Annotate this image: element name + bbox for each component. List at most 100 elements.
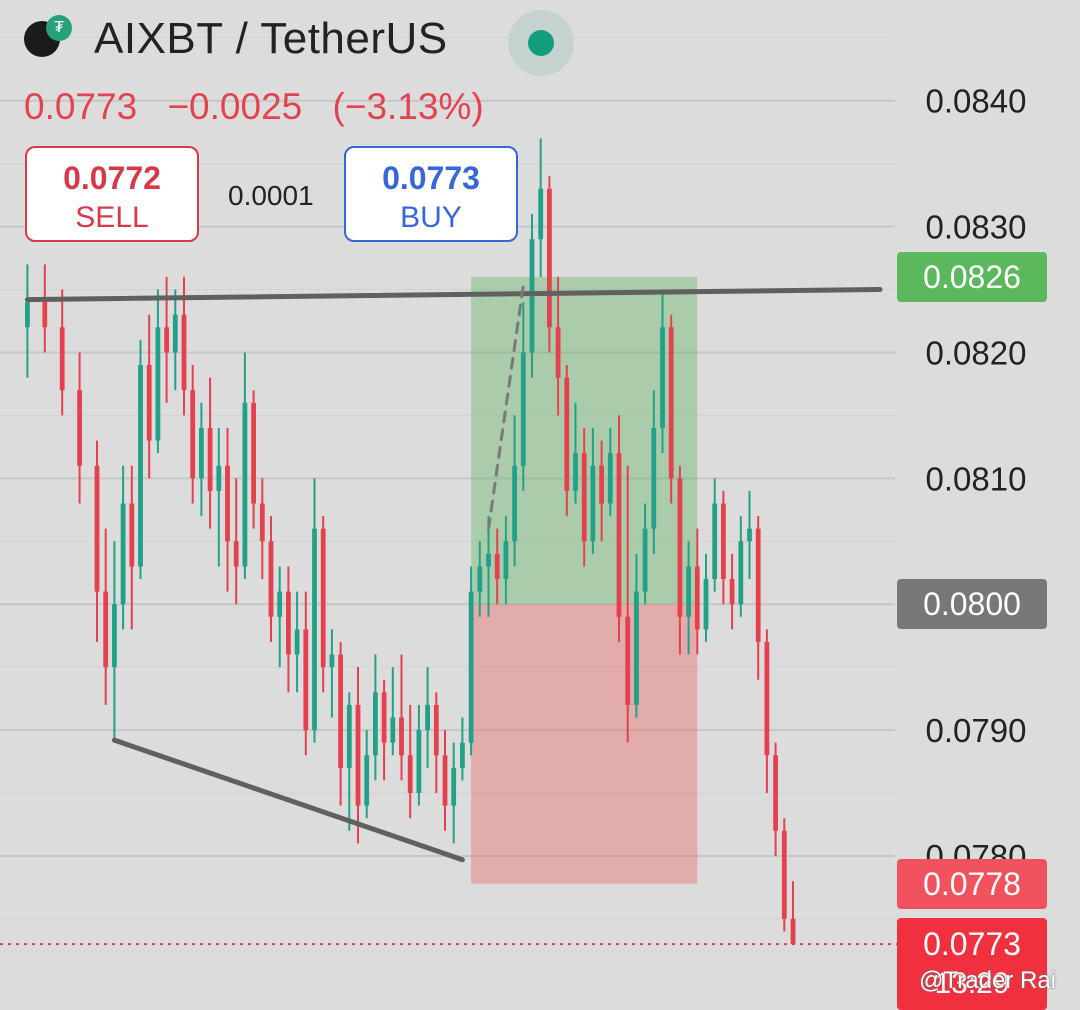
candle-body — [503, 541, 509, 580]
candle-body — [399, 717, 404, 756]
trend-lines — [0, 284, 897, 946]
symbol-header[interactable]: ₮ AIXBT / TetherUS — [24, 14, 448, 64]
stop-loss-tag[interactable]: 0.0778 — [897, 858, 1047, 909]
sell-button[interactable]: 0.0772 SELL — [25, 146, 199, 242]
candle-body — [738, 541, 744, 605]
candle-body — [694, 566, 700, 630]
candle-body — [329, 654, 335, 668]
candle-body — [164, 327, 169, 353]
entry-tag[interactable]: 0.0800 — [897, 579, 1047, 630]
candle-body — [686, 566, 691, 617]
candle-body — [172, 314, 178, 353]
candle-body — [451, 767, 457, 806]
candle-body — [312, 528, 317, 731]
candle-body — [390, 717, 396, 743]
last-price-tag[interactable]: 0.0773 13:29 — [897, 918, 1047, 1010]
candle-body — [146, 365, 152, 441]
candle-body — [225, 465, 230, 542]
candle-body — [129, 503, 135, 567]
candle-body — [251, 402, 256, 504]
candle-body — [677, 478, 683, 617]
buy-label: BUY — [400, 201, 462, 234]
candle-body — [486, 553, 491, 567]
candle-body — [494, 553, 500, 580]
candle-body — [216, 465, 222, 491]
candle-body — [277, 591, 283, 617]
candle-body — [59, 327, 65, 391]
price-tick-label: 0.0810 — [926, 460, 1027, 497]
candle-body — [303, 629, 309, 731]
candle-body — [181, 314, 187, 391]
price-axis[interactable]: 0.08400.08300.08200.08100.08000.07900.07… — [926, 83, 1027, 875]
support-line — [111, 737, 465, 863]
watermark: @Trader Rai — [919, 967, 1056, 994]
candle-body — [112, 604, 117, 668]
candle-body — [555, 327, 561, 378]
candle-body — [155, 327, 161, 441]
candle-body — [790, 918, 796, 945]
candle-body — [442, 755, 448, 806]
aixbt-logo-icon: ₮ — [24, 15, 72, 57]
candle-body — [634, 591, 639, 705]
candle-body — [320, 528, 326, 668]
price-change: 0.0773 −0.0025 (−3.13%) — [24, 86, 484, 128]
candle-body — [625, 616, 631, 705]
candle-body — [599, 465, 604, 504]
candle-body — [259, 503, 265, 542]
candle-body — [573, 453, 578, 491]
pair-title[interactable]: AIXBT / TetherUS — [94, 14, 448, 63]
candle-body — [538, 188, 544, 240]
candle-body — [425, 704, 430, 731]
change-pct: (−3.13%) — [332, 86, 484, 127]
sell-label: SELL — [75, 201, 149, 234]
candle-body — [120, 503, 126, 605]
candle-body — [712, 503, 718, 580]
candle-body — [755, 528, 761, 642]
candle-body — [190, 390, 196, 479]
candle-body — [77, 390, 82, 466]
candle-body — [477, 566, 483, 592]
candle-body — [373, 692, 378, 756]
candle-body — [642, 528, 648, 592]
candle-body — [651, 427, 657, 529]
candle-body — [564, 377, 570, 491]
sell-price: 0.0772 — [63, 160, 161, 196]
candle-body — [590, 465, 596, 542]
candle-body — [103, 591, 109, 668]
take-profit-tag[interactable]: 0.0826 — [897, 251, 1047, 302]
candle-body — [268, 541, 274, 617]
candle-body — [294, 629, 300, 655]
candle-body — [729, 579, 735, 605]
loss-zone — [471, 604, 698, 884]
candle-body — [468, 591, 474, 743]
candle-body — [138, 365, 143, 567]
dashed-path-line — [487, 284, 525, 531]
last-price: 0.0773 — [24, 86, 138, 127]
tether-logo-icon: ₮ — [46, 15, 72, 41]
candle-body — [381, 692, 387, 743]
candle-body — [42, 302, 48, 328]
candle-body — [721, 503, 726, 580]
buy-price: 0.0773 — [382, 160, 480, 196]
candle-body — [460, 742, 465, 768]
candle-body — [773, 755, 778, 831]
candle-body — [199, 427, 204, 479]
candle-body — [233, 541, 239, 567]
candle-countdown: 13:29 — [934, 967, 1010, 1001]
candle-body — [286, 591, 291, 655]
candle-body — [616, 453, 622, 617]
price-tick-label: 0.0820 — [926, 334, 1027, 371]
candle-body — [94, 465, 100, 592]
candle-body — [764, 641, 770, 756]
spread-value: 0.0001 — [228, 180, 314, 211]
candle-body — [547, 188, 552, 328]
candle-body — [607, 453, 613, 504]
candle-body — [581, 453, 587, 542]
market-status-icon — [508, 10, 574, 76]
candle-body — [433, 704, 439, 756]
price-tick-label: 0.0840 — [926, 83, 1027, 120]
buy-button[interactable]: 0.0773 BUY — [344, 146, 518, 242]
candle-body — [407, 755, 413, 794]
price-tick-label: 0.0790 — [926, 712, 1027, 749]
